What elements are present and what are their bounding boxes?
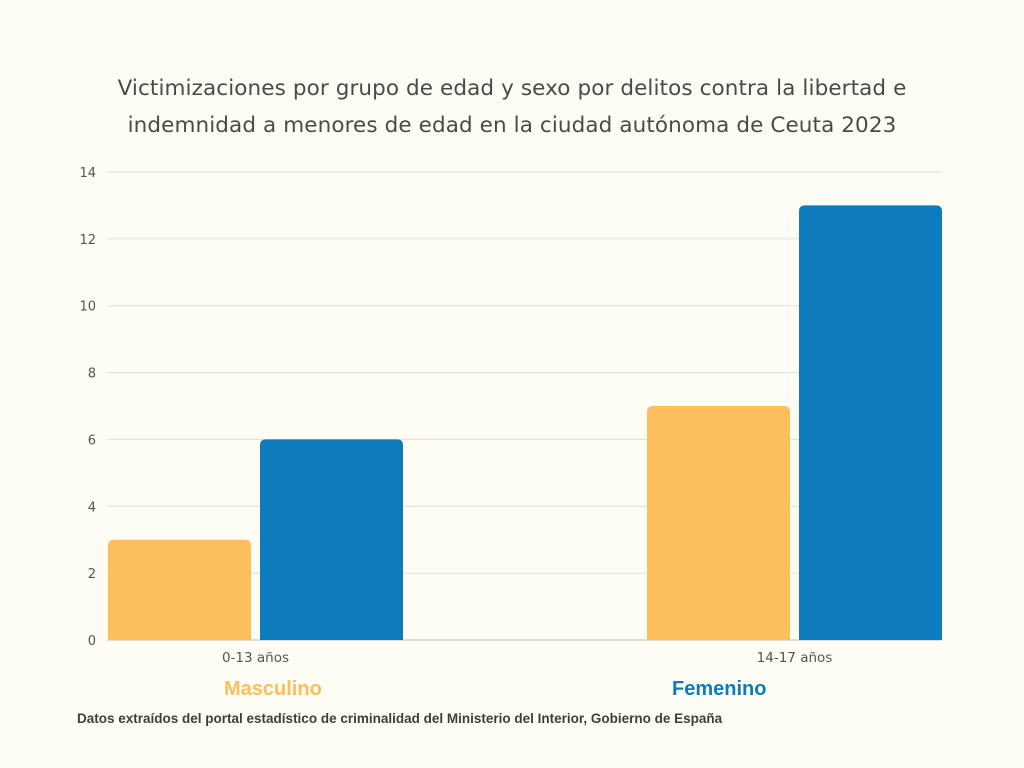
legend-masculino: Masculino xyxy=(224,678,322,700)
y-tick-label: 6 xyxy=(88,433,96,448)
x-tick-label: 14-17 años xyxy=(757,650,833,666)
y-tick-label: 4 xyxy=(88,500,96,515)
y-tick-label: 2 xyxy=(88,567,96,582)
chart-title-line-2: indemnidad a menores de edad en la ciuda… xyxy=(127,113,897,138)
bar-femenino-2 xyxy=(799,205,942,640)
y-tick-label: 0 xyxy=(88,634,96,649)
bar-masculino-1 xyxy=(108,539,251,640)
bar-masculino-2 xyxy=(647,406,790,640)
x-tick-label: 0-13 años xyxy=(222,650,289,666)
y-tick-label: 8 xyxy=(88,367,96,382)
chart-title: Victimizaciones por grupo de edad y sexo… xyxy=(40,70,984,144)
source-note: Datos extraídos del portal estadístico d… xyxy=(77,711,723,726)
y-tick-label: 14 xyxy=(79,166,96,181)
bar-femenino-1 xyxy=(260,439,403,640)
y-tick-label: 10 xyxy=(79,300,96,315)
chart-title-line-1: Victimizaciones por grupo de edad y sexo… xyxy=(117,76,907,101)
legend-femenino: Femenino xyxy=(672,678,767,700)
y-tick-label: 12 xyxy=(79,233,96,248)
